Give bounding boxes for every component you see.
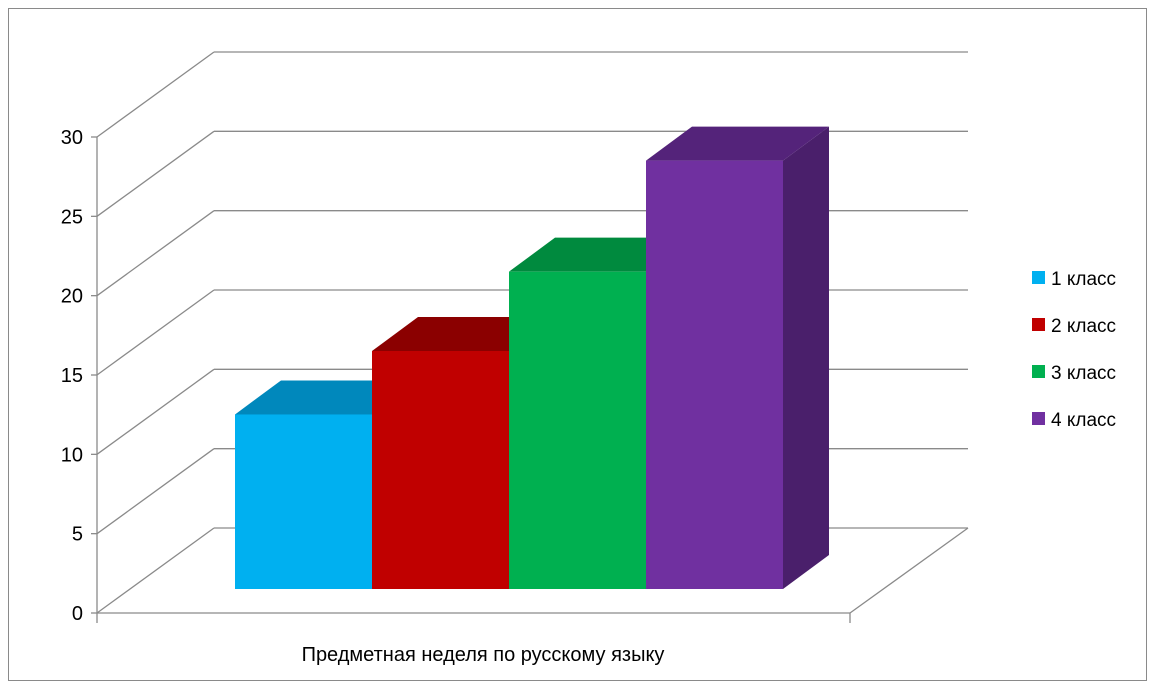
gridline-side-30: [96, 51, 215, 138]
legend-label-1: 1 класс: [1051, 269, 1116, 290]
legend-swatch-2: [1032, 318, 1045, 331]
gridline-side-20: [96, 210, 215, 297]
bars: [235, 126, 829, 589]
y-tick-label: 15: [61, 365, 83, 387]
bar-front-1: [235, 414, 372, 589]
bar-front-2: [372, 351, 509, 589]
y-tick-labels: 0 5 10 15 20 25 30: [61, 127, 83, 625]
bar-front-4: [646, 160, 783, 589]
bar-top-4: [646, 126, 829, 161]
y-tick-label: 5: [72, 524, 83, 546]
y-tick-label: 30: [61, 127, 83, 149]
legend-swatch-3: [1032, 365, 1045, 378]
legend-label-4: 4 класс: [1051, 410, 1116, 431]
y-tick-label: 20: [61, 286, 83, 308]
gridline-side-10: [96, 368, 215, 455]
bar-front-3: [509, 271, 646, 589]
y-tick-label: 0: [72, 603, 83, 625]
x-category-label: Предметная неделя по русскому языку: [302, 644, 665, 666]
legend-label-2: 2 класс: [1051, 316, 1116, 337]
floor-left-edge: [96, 527, 215, 614]
gridline-side-25: [96, 130, 215, 217]
bar-side-4: [783, 126, 829, 589]
floor-right-edge: [849, 527, 969, 614]
legend-label-3: 3 класс: [1051, 363, 1116, 384]
legend-swatch-1: [1032, 271, 1045, 284]
x-category-labels: Предметная неделя по русскому языку: [302, 644, 665, 666]
y-tick-label: 10: [61, 444, 83, 466]
gridline-side-15: [96, 289, 215, 376]
legend: 1 класс 2 класс 3 класс 4 класс: [1032, 269, 1116, 431]
y-tick-label: 25: [61, 206, 83, 228]
gridline-side-5: [96, 448, 215, 535]
legend-swatch-4: [1032, 412, 1045, 425]
